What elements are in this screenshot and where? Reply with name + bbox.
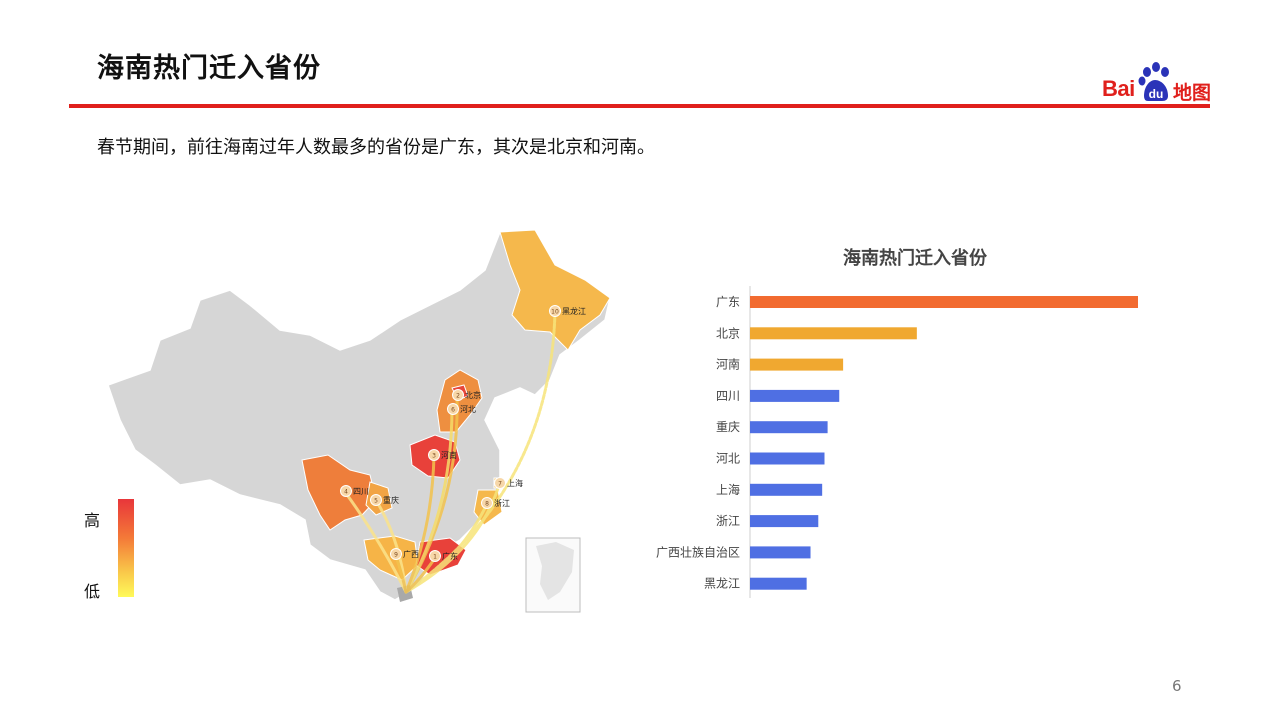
flow-line-sichuan bbox=[343, 490, 408, 594]
y-tick-label: 浙江 bbox=[716, 514, 740, 528]
baidu-map-logo: Bai du 地图 bbox=[1101, 62, 1212, 104]
bar bbox=[750, 483, 823, 496]
map-marker-rank: 9 bbox=[394, 552, 398, 559]
map-marker: 9 广西 bbox=[390, 548, 419, 560]
map-marker: 2 北京 bbox=[452, 389, 481, 401]
map-marker-dot bbox=[370, 494, 382, 506]
legend-low-label: 低 bbox=[84, 582, 101, 601]
region-heilongjiang bbox=[499, 229, 611, 351]
flow-line-henan bbox=[404, 454, 436, 594]
flow-line-hebei bbox=[404, 406, 454, 594]
map-marker-label: 北京 bbox=[465, 390, 481, 400]
map-marker-label: 重庆 bbox=[383, 495, 399, 505]
logo-du-text: du bbox=[1149, 87, 1164, 101]
logo-bai-text: Bai bbox=[1102, 76, 1135, 101]
y-tick-label: 广西壮族自治区 bbox=[656, 545, 740, 559]
bar bbox=[750, 452, 825, 465]
map-marker-dot bbox=[429, 550, 441, 562]
flow-line-guangdong bbox=[404, 556, 437, 594]
map-marker-label: 河南 bbox=[441, 450, 457, 460]
map-marker-dot bbox=[340, 485, 352, 497]
map-marker: 6 河北 bbox=[447, 403, 476, 415]
map-marker: 1 广东 bbox=[429, 550, 458, 562]
logo-map-text: 地图 bbox=[1173, 82, 1212, 104]
bar bbox=[750, 296, 1138, 308]
y-tick-label: 上海 bbox=[716, 482, 740, 497]
map-marker: 7 上海 bbox=[494, 477, 523, 489]
page-number: 6 bbox=[1172, 677, 1182, 695]
map-marker-dot bbox=[428, 449, 440, 461]
map-marker-label: 广东 bbox=[442, 551, 458, 561]
map-marker-label: 黑龙江 bbox=[562, 306, 586, 316]
map-marker-rank: 3 bbox=[432, 453, 436, 460]
map-marker-dot bbox=[494, 477, 506, 489]
y-tick-label: 重庆 bbox=[716, 420, 740, 434]
y-tick-label: 广东 bbox=[716, 295, 740, 309]
map-marker-dot bbox=[390, 548, 402, 560]
bar bbox=[750, 421, 828, 434]
region-hebei bbox=[436, 369, 483, 433]
map-marker-rank: 5 bbox=[374, 498, 378, 505]
color-scale-bar bbox=[118, 499, 134, 597]
y-tick-label: 河北 bbox=[716, 452, 740, 466]
map-marker-rank: 10 bbox=[551, 309, 559, 316]
flow-line-zhejiang bbox=[404, 502, 489, 594]
map-marker-dot bbox=[447, 403, 459, 415]
map-marker-label: 广西 bbox=[403, 549, 419, 559]
y-tick-label: 四川 bbox=[716, 389, 740, 403]
header-divider bbox=[69, 104, 1210, 108]
bar bbox=[750, 546, 811, 559]
chart-title: 海南热门迁入省份 bbox=[843, 248, 987, 269]
bar bbox=[750, 327, 917, 340]
map-markers: 1 广东 2 北京 3 河南 4 四川 5 重庆 6 河北 7 上海 8 浙江 9 广西 10 黑龙江 bbox=[340, 305, 586, 562]
map-marker-label: 上海 bbox=[507, 478, 523, 488]
map-marker: 4 四川 bbox=[340, 485, 369, 497]
south-sea-inset-shape bbox=[536, 542, 574, 600]
y-tick-label: 河南 bbox=[716, 357, 740, 372]
map-marker-label: 浙江 bbox=[494, 498, 510, 508]
map-marker-rank: 2 bbox=[456, 393, 460, 400]
map-marker-rank: 8 bbox=[485, 501, 489, 508]
y-tick-label: 北京 bbox=[716, 326, 740, 340]
region-guangxi bbox=[363, 535, 419, 581]
map-marker-label: 四川 bbox=[353, 487, 369, 496]
china-migration-map: 1 广东 2 北京 3 河南 4 四川 5 重庆 6 河北 7 上海 8 浙江 9 广西 10 黑龙江 bbox=[107, 229, 611, 613]
flow-line-heilongjiang bbox=[404, 310, 557, 594]
baidu-paw-icon: du bbox=[1138, 62, 1169, 101]
summary-text: 春节期间，前往海南过年人数最多的省份是广东，其次是北京和河南。 bbox=[97, 137, 655, 158]
map-marker: 5 重庆 bbox=[370, 494, 399, 506]
map-marker-rank: 7 bbox=[498, 481, 502, 488]
map-marker-rank: 6 bbox=[451, 407, 455, 414]
map-marker-rank: 4 bbox=[344, 489, 348, 496]
bar bbox=[750, 577, 807, 590]
y-tick-label: 黑龙江 bbox=[704, 577, 740, 591]
bar bbox=[750, 515, 819, 528]
legend-high-label: 高 bbox=[84, 511, 101, 530]
map-marker: 10 黑龙江 bbox=[549, 305, 586, 317]
map-marker-dot bbox=[452, 389, 464, 401]
bar bbox=[750, 389, 840, 402]
map-marker-dot bbox=[481, 497, 493, 509]
map-marker-dot bbox=[549, 305, 561, 317]
map-marker-label: 河北 bbox=[460, 404, 476, 414]
map-marker: 8 浙江 bbox=[481, 497, 510, 509]
page-title: 海南热门迁入省份 bbox=[97, 53, 321, 84]
map-marker: 3 河南 bbox=[428, 449, 457, 461]
bar bbox=[750, 358, 844, 371]
map-marker-rank: 1 bbox=[433, 554, 437, 561]
